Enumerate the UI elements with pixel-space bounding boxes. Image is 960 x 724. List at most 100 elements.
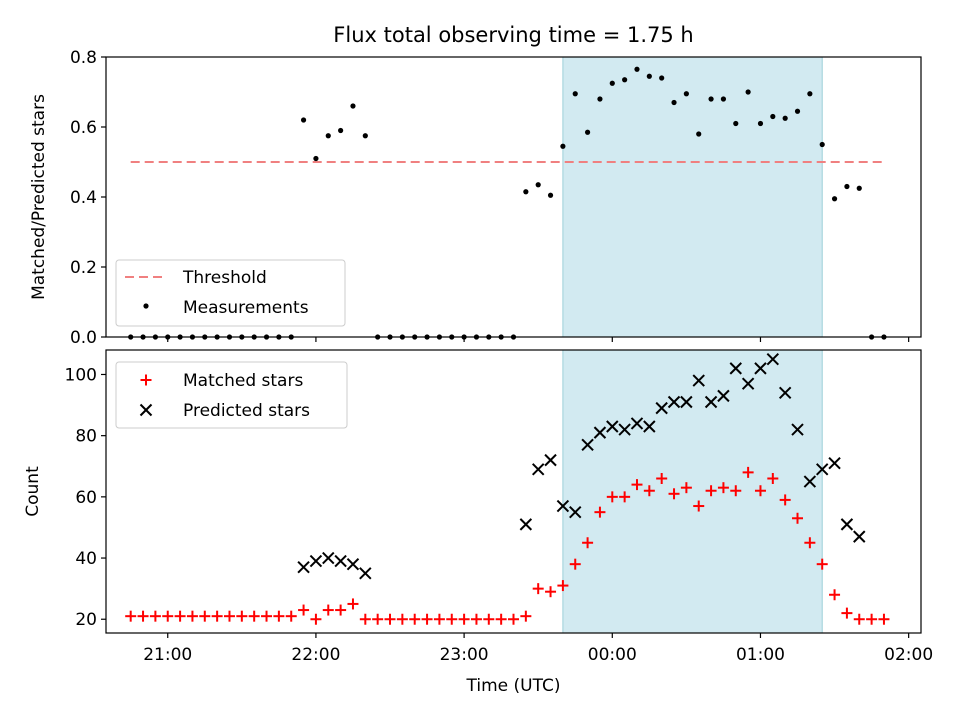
measurement-point	[696, 131, 702, 137]
predicted-point	[322, 551, 335, 565]
measurement-point	[646, 73, 652, 79]
matched-point	[372, 613, 384, 625]
measurement-point	[782, 115, 788, 121]
bottom-legend: Matched stars Predicted stars	[115, 361, 348, 429]
measurement-point	[609, 80, 615, 86]
measurement-point	[844, 183, 850, 190]
predicted-point	[680, 395, 693, 409]
matched-point	[446, 613, 458, 625]
matched-point	[149, 610, 161, 622]
x-stroke-2	[606, 420, 619, 433]
measurement-point	[313, 155, 319, 162]
legend-predicted-swatch	[139, 403, 153, 417]
matched-point	[680, 482, 692, 494]
matched-stars-series	[125, 466, 890, 625]
matched-point	[866, 613, 878, 625]
legend-plus-marker	[140, 374, 152, 386]
x-stroke-2	[334, 554, 347, 568]
top-axes-frame	[105, 56, 922, 338]
observing-window-shade-top	[562, 56, 823, 338]
bottom-y-label: 40	[75, 549, 97, 569]
matched-point	[310, 613, 322, 625]
measurement-point	[622, 77, 628, 83]
matched-point	[211, 610, 223, 622]
matched-point	[582, 537, 594, 549]
matched-point	[433, 613, 445, 625]
predicted-point	[754, 362, 767, 375]
matched-point	[668, 488, 680, 500]
measurement-point	[535, 182, 541, 188]
bottom-y-axis-label: Count	[23, 466, 43, 517]
x-stroke-2	[766, 352, 780, 366]
x-stroke-2	[816, 463, 829, 476]
top-y-axis-label: Matched/Predicted stars	[29, 94, 49, 300]
legend-matched-label: Matched stars	[183, 371, 303, 391]
predicted-point	[630, 417, 644, 430]
x-stroke-2	[840, 518, 854, 531]
bottom-x-tick-label: 02:00	[884, 645, 933, 665]
matched-point	[421, 613, 433, 625]
bottom-x-axis-ticks: 21:00 22:00 23:00 00:00 01:00 02:00	[143, 633, 933, 665]
matched-point	[643, 485, 655, 497]
observing-window-band	[562, 349, 823, 634]
x-stroke-2	[519, 518, 533, 531]
matched-point	[396, 613, 408, 625]
x-stroke-2	[741, 377, 755, 390]
predicted-point	[766, 352, 780, 366]
matched-point	[816, 558, 828, 570]
top-y-label: 0.0	[70, 328, 97, 348]
predicted-point	[655, 401, 668, 415]
matched-point	[594, 506, 606, 518]
observing-window-shade-bottom	[562, 349, 823, 634]
legend-measurements-swatch	[143, 303, 149, 309]
predicted-point	[297, 561, 310, 574]
x-stroke-2	[680, 395, 693, 409]
matched-point	[804, 537, 816, 549]
top-y-label: 0.8	[70, 48, 97, 68]
matched-point	[754, 485, 766, 497]
matched-point	[186, 610, 198, 622]
matched-point	[483, 613, 495, 625]
matched-point	[137, 610, 149, 622]
predicted-point	[519, 518, 533, 531]
predicted-point	[556, 499, 570, 513]
matched-point	[174, 610, 186, 622]
legend-threshold-label: Threshold	[182, 268, 267, 288]
x-stroke-2	[853, 530, 866, 543]
matched-point	[631, 479, 643, 491]
matched-point	[742, 466, 754, 478]
matched-point	[730, 485, 742, 497]
predicted-point	[853, 530, 866, 543]
bottom-axes-frame	[105, 349, 922, 634]
measurement-point	[720, 96, 727, 102]
predicted-point	[309, 554, 323, 568]
matched-point	[458, 613, 470, 625]
predicted-point	[791, 423, 804, 436]
matched-point	[261, 610, 273, 622]
measurement-point	[300, 117, 307, 123]
bottom-x-tick-label: 00:00	[588, 645, 637, 665]
bottom-y-label: 100	[65, 365, 97, 385]
predicted-point	[828, 456, 841, 470]
x-stroke-2	[655, 401, 668, 415]
matched-point	[717, 482, 729, 494]
bottom-x-tick-label: 21:00	[143, 645, 192, 665]
matched-point	[273, 610, 285, 622]
predicted-point	[531, 463, 545, 476]
matched-point	[347, 598, 359, 610]
x-stroke-2	[778, 386, 792, 400]
bottom-x-tick-label: 23:00	[440, 645, 489, 665]
x-stroke-2	[828, 456, 841, 470]
x-stroke-2	[618, 423, 631, 436]
measurement-point	[338, 127, 344, 134]
bottom-y-label: 20	[75, 610, 97, 630]
matched-point	[792, 512, 804, 524]
x-stroke-2	[569, 505, 582, 519]
top-legend-box	[115, 259, 346, 327]
measurement-point	[757, 120, 764, 127]
x-stroke-2	[139, 403, 153, 417]
legend-measurements-label: Measurements	[183, 298, 309, 318]
matched-point	[569, 558, 581, 570]
matched-point	[705, 485, 717, 497]
